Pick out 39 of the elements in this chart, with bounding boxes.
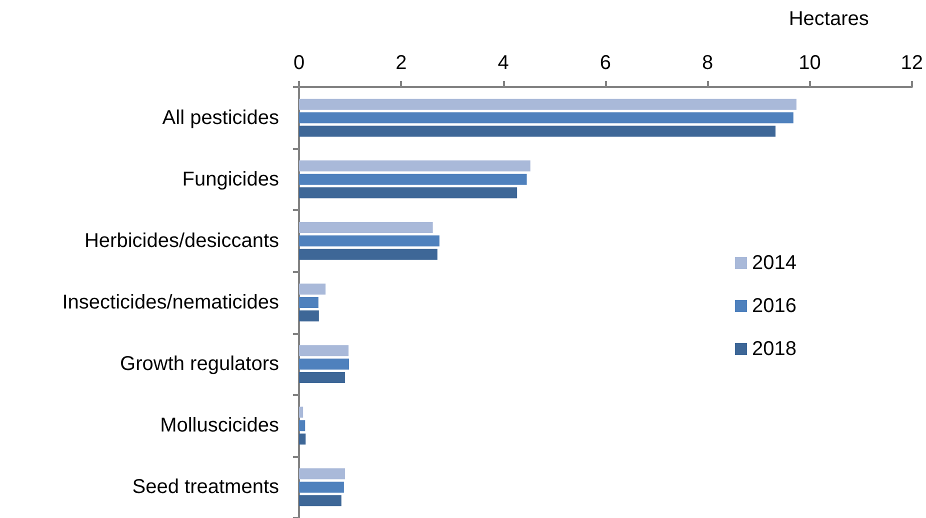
- y-tick-label: Insecticides/nematicides: [62, 292, 279, 314]
- bar: [299, 345, 349, 356]
- x-tick-label: 0: [293, 52, 305, 74]
- bar: [299, 222, 433, 234]
- bar: [299, 187, 518, 198]
- bar: [299, 174, 527, 185]
- bar: [299, 126, 776, 137]
- bar: [299, 482, 344, 493]
- y-tick-label: Growth regulators: [120, 353, 279, 376]
- bar: [299, 248, 438, 260]
- bar: [299, 160, 530, 172]
- bar: [299, 420, 306, 432]
- bar: [299, 284, 326, 295]
- bar: [299, 495, 342, 506]
- y-tick-label: Fungicides: [182, 168, 279, 190]
- x-tick-label: 8: [702, 52, 714, 74]
- legend-label: 2016: [752, 295, 796, 317]
- y-tick-label: Molluscicides: [160, 414, 279, 437]
- bar: [299, 468, 345, 480]
- x-tick-label: 12: [900, 52, 923, 74]
- y-tick-label: Seed treatments: [132, 476, 279, 498]
- y-tick-label: All pesticides: [162, 106, 279, 129]
- legend-label: 2014: [752, 252, 796, 274]
- x-tick-label: 2: [396, 52, 407, 74]
- x-tick-label: 4: [498, 52, 509, 74]
- y-tick-label: Herbicides/desiccants: [84, 230, 279, 252]
- legend-label: 2018: [752, 338, 796, 360]
- bar: [299, 98, 796, 110]
- x-tick-label: 6: [600, 52, 611, 74]
- bar: [299, 434, 306, 445]
- bar: [299, 112, 794, 124]
- x-tick-label: 10: [798, 52, 821, 74]
- x-axis-title: Hectares: [788, 8, 869, 30]
- bar: [299, 358, 350, 370]
- bar: [299, 310, 319, 322]
- bar: [299, 297, 318, 308]
- bar: [299, 235, 440, 246]
- bar: [299, 372, 345, 383]
- bar: [299, 406, 304, 418]
